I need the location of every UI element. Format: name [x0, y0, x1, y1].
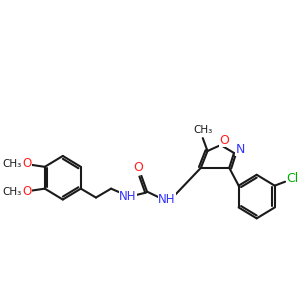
- Text: O: O: [220, 134, 230, 147]
- Text: O: O: [22, 158, 32, 170]
- Text: Cl: Cl: [286, 172, 299, 185]
- Text: O: O: [22, 185, 32, 198]
- Text: CH₃: CH₃: [2, 187, 21, 196]
- Text: N: N: [236, 142, 245, 155]
- Text: CH₃: CH₃: [2, 159, 21, 169]
- Text: NH: NH: [158, 193, 175, 206]
- Text: NH: NH: [119, 190, 137, 203]
- Text: O: O: [134, 161, 143, 174]
- Text: CH₃: CH₃: [193, 125, 212, 135]
